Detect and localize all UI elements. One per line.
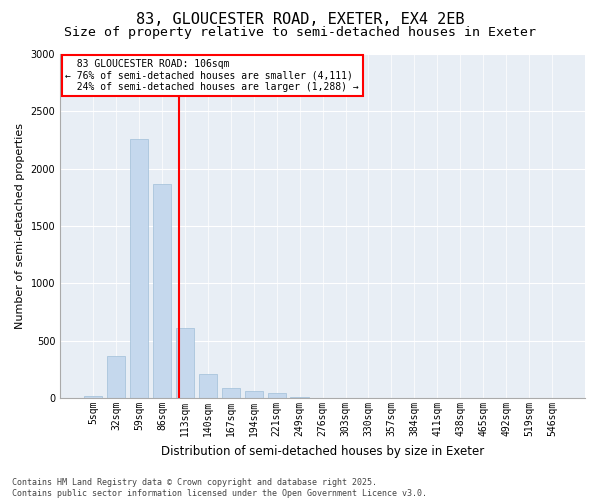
Bar [153, 184, 171, 398]
Text: Contains HM Land Registry data © Crown copyright and database right 2025.
Contai: Contains HM Land Registry data © Crown c… [12, 478, 427, 498]
Bar [290, 397, 309, 398]
Text: 83, GLOUCESTER ROAD, EXETER, EX4 2EB: 83, GLOUCESTER ROAD, EXETER, EX4 2EB [136, 12, 464, 28]
Bar [199, 374, 217, 398]
Bar [245, 390, 263, 398]
Bar [176, 328, 194, 398]
Text: Size of property relative to semi-detached houses in Exeter: Size of property relative to semi-detach… [64, 26, 536, 39]
Bar [107, 356, 125, 398]
Y-axis label: Number of semi-detached properties: Number of semi-detached properties [15, 123, 25, 329]
Text: 83 GLOUCESTER ROAD: 106sqm
← 76% of semi-detached houses are smaller (4,111)
  2: 83 GLOUCESTER ROAD: 106sqm ← 76% of semi… [65, 59, 359, 92]
Bar [130, 139, 148, 398]
Bar [268, 393, 286, 398]
X-axis label: Distribution of semi-detached houses by size in Exeter: Distribution of semi-detached houses by … [161, 444, 484, 458]
Bar [84, 396, 103, 398]
Bar [221, 388, 240, 398]
